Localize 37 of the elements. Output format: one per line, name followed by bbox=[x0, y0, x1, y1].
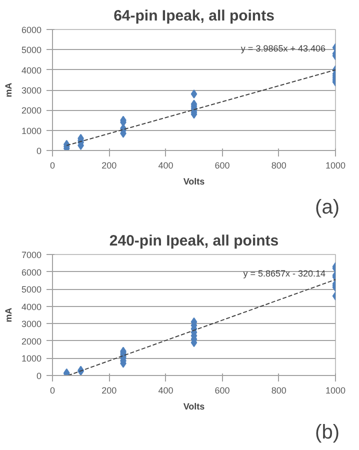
x-tick-label: 0 bbox=[50, 386, 56, 396]
x-tick-label: 1000 bbox=[325, 386, 346, 396]
x-tick-label: 200 bbox=[102, 160, 117, 170]
y-tick-label: 0 bbox=[36, 146, 42, 156]
chart-title: 64-pin Ipeak, all points bbox=[114, 8, 274, 24]
x-tick-label: 600 bbox=[214, 160, 230, 170]
x-tick-label: 600 bbox=[214, 386, 230, 396]
y-tick-label: 4000 bbox=[21, 302, 42, 312]
x-tick-label: 800 bbox=[271, 160, 286, 170]
x-tick-label: 1000 bbox=[325, 160, 346, 170]
y-tick-label: 2000 bbox=[21, 106, 42, 116]
y-tick-label: 3000 bbox=[21, 319, 42, 330]
x-axis-title: Volts bbox=[183, 402, 205, 412]
y-tick-label: 4000 bbox=[21, 65, 42, 76]
y-tick-label: 7000 bbox=[21, 250, 42, 260]
x-tick-label: 400 bbox=[158, 386, 174, 396]
y-axis-title: mA bbox=[3, 307, 14, 322]
text: (b) bbox=[315, 422, 340, 444]
y-tick-label: 2000 bbox=[21, 336, 42, 346]
x-tick-label: 400 bbox=[158, 160, 174, 170]
x-tick-label: 0 bbox=[50, 160, 56, 170]
annotation: y = 5.8657x - 320.14 bbox=[243, 268, 326, 279]
y-tick-label: 3000 bbox=[21, 86, 42, 96]
y-tick-label: 6000 bbox=[21, 25, 42, 35]
y-tick-label: 6000 bbox=[21, 267, 42, 278]
annotation: y = 3.9865x + 43.406 bbox=[240, 44, 326, 54]
x-tick-label: 200 bbox=[102, 386, 117, 396]
y-tick-label: 0 bbox=[36, 371, 42, 381]
chart-title: 240-pin Ipeak, all points bbox=[109, 232, 279, 250]
x-axis-title: Volts bbox=[183, 176, 205, 186]
y-axis-title: mA bbox=[3, 82, 14, 98]
y-tick-label: 5000 bbox=[21, 284, 42, 295]
y-tick-label: 1000 bbox=[21, 126, 42, 136]
y-tick-label: 1000 bbox=[21, 354, 42, 364]
y-tick-label: 5000 bbox=[21, 45, 42, 56]
x-tick-label: 800 bbox=[271, 386, 286, 396]
text: (a) bbox=[315, 196, 340, 218]
